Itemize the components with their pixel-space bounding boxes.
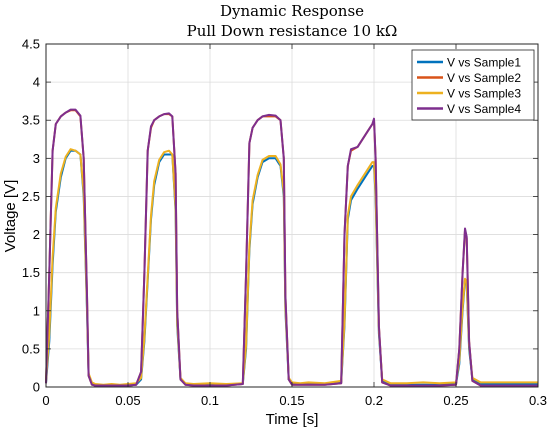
x-tick-label: 0.1 [201,393,219,408]
x-axis-label: Time [s] [266,411,319,428]
legend-label-3: V vs Sample3 [447,87,521,101]
chart-title: Dynamic Response [220,2,364,20]
series-line-4 [45,108,538,387]
y-tick-label: 2 [33,227,40,242]
y-tick-label: 4 [33,75,40,90]
x-tick-label: 0.25 [443,393,468,408]
legend-label-4: V vs Sample4 [447,102,521,116]
x-tick-label: 0.15 [279,393,304,408]
x-tick-label: 0.2 [365,393,383,408]
y-tick-label: 2.5 [22,189,40,204]
y-tick-label: 0.5 [22,341,40,356]
chart-subtitle: Pull Down resistance 10 kΩ [187,22,398,40]
x-tick-label: 0 [42,393,49,408]
series-layer [45,108,538,387]
y-tick-label: 3 [33,151,40,166]
y-tick-label: 3.5 [22,113,40,128]
y-tick-label: 0 [33,380,40,395]
y-axis-label: Voltage [V] [2,180,19,253]
y-tick-label: 4.5 [22,37,40,52]
ticks [45,43,539,388]
legend-label-1: V vs Sample1 [447,56,521,70]
series-line-3 [45,148,538,386]
legend-label-2: V vs Sample2 [447,71,521,85]
x-tick-label: 0.3 [529,393,547,408]
y-tick-label: 1.5 [22,265,40,280]
x-tick-label: 0.05 [115,393,140,408]
tick-labels: 0 0.05 0.1 0.15 0.2 0.25 0.3 0 0.5 1 1.5 2 2.5 3 3.5 4 4… [22,37,547,409]
y-tick-label: 1 [33,303,40,318]
